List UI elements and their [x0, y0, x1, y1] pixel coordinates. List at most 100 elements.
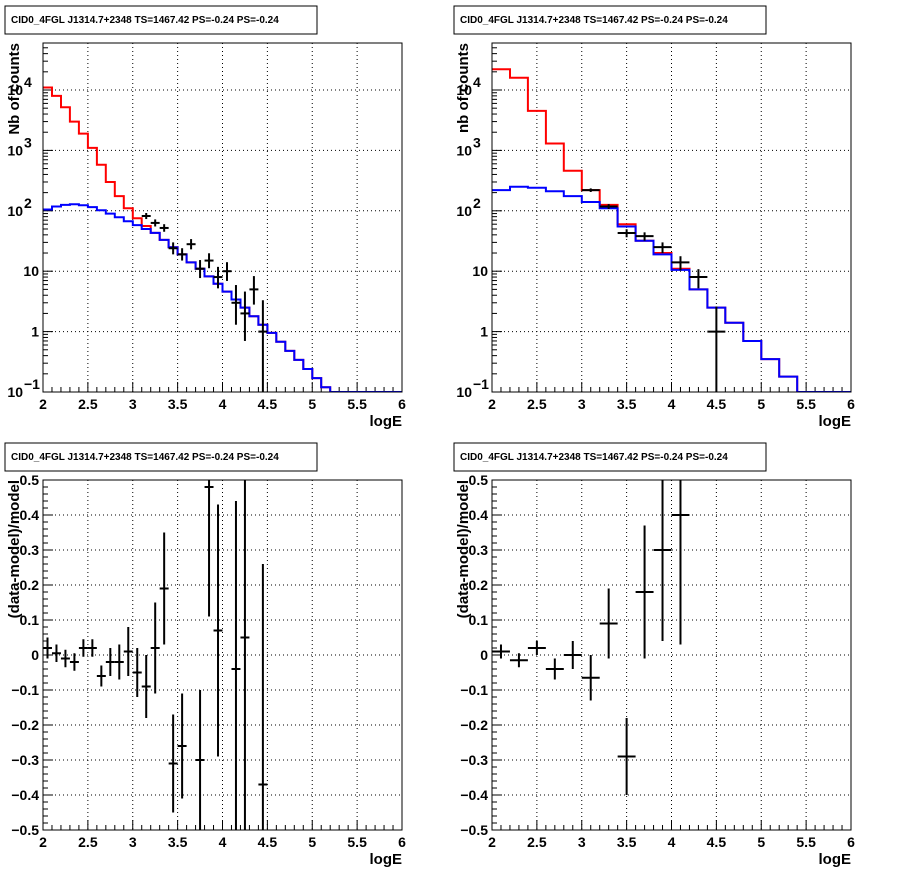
y-tick-label: 0.4 — [469, 507, 489, 523]
x-tick-label: 4 — [668, 834, 676, 850]
data-layer — [492, 480, 690, 795]
chart-title: CID0_4FGL J1314.7+2348 TS=1467.42 PS=-0.… — [460, 452, 728, 463]
y-tick-label: −0.5 — [460, 822, 488, 838]
data-layer — [43, 86, 402, 392]
data-point — [492, 644, 510, 659]
x-tick-label: 5 — [308, 396, 316, 412]
data-point — [123, 627, 133, 676]
x-tick-label: 6 — [398, 834, 406, 850]
y-tick-label: 0.1 — [469, 612, 489, 628]
y-tick-label: 10 — [23, 263, 39, 279]
x-tick-label: 2 — [39, 396, 47, 412]
data-point — [231, 285, 241, 325]
x-axis-label: logE — [819, 413, 852, 430]
y-tick-label: 10 — [7, 384, 23, 400]
data-point — [240, 480, 250, 830]
data-point — [195, 260, 205, 279]
x-tick-label: 2 — [488, 396, 496, 412]
data-layer — [492, 68, 851, 392]
y-tick-label: 10 — [7, 142, 23, 158]
x-axis-label: logE — [819, 851, 852, 868]
data-point — [60, 649, 70, 668]
data-point — [168, 714, 178, 813]
y-tick-label: 0.4 — [20, 507, 40, 523]
data-point — [96, 665, 106, 687]
x-tick-label: 5 — [757, 396, 765, 412]
x-tick-label: 3.5 — [617, 396, 637, 412]
data-point — [114, 644, 124, 680]
chart-title: CID0_4FGL J1314.7+2348 TS=1467.42 PS=-0.… — [460, 15, 728, 26]
data-point — [545, 658, 564, 680]
data-point — [141, 212, 151, 220]
x-tick-label: 5.5 — [796, 396, 816, 412]
data-point — [204, 480, 214, 617]
x-tick-label: 4 — [219, 834, 227, 850]
y-tick-label: −0.2 — [11, 717, 39, 733]
data-point — [159, 224, 169, 232]
x-tick-label: 6 — [398, 396, 406, 412]
data-point — [186, 239, 196, 250]
x-axis-label: logE — [370, 851, 403, 868]
x-tick-label: 5.5 — [796, 834, 816, 850]
x-tick-label: 5.5 — [347, 834, 367, 850]
y-tick-label: 1 — [480, 324, 488, 340]
data-point — [87, 639, 97, 657]
data-point — [653, 242, 672, 254]
y-tick-label: −0.1 — [11, 682, 39, 698]
data-point — [689, 269, 708, 289]
data-point — [617, 229, 636, 238]
data-point — [258, 300, 268, 392]
y-tick-exponent: 3 — [473, 134, 481, 150]
data-point — [177, 248, 187, 261]
y-tick-label: −0.3 — [460, 752, 488, 768]
plot-frame — [42, 42, 403, 393]
y-tick-label: −0.1 — [460, 682, 488, 698]
data-point — [150, 602, 160, 694]
x-tick-label: 2 — [39, 834, 47, 850]
y-axis-label: Nb of counts — [6, 43, 23, 135]
histogram-series-component — [43, 203, 402, 392]
data-point — [141, 655, 151, 718]
x-tick-label: 5.5 — [347, 396, 367, 412]
x-tick-label: 3 — [129, 834, 137, 850]
title-box — [453, 442, 767, 472]
chart-panel-4: 2 2.5 3 3.5 4 4.5 5 5.5 6 −0.5 −0.4 −0.3 −0.2 −0.1 0 0.… — [453, 442, 855, 868]
data-point — [599, 588, 618, 659]
x-tick-label: 3 — [578, 834, 586, 850]
title-box — [4, 442, 318, 472]
y-tick-exponent: 2 — [24, 195, 32, 211]
x-tick-label: 2.5 — [78, 834, 98, 850]
plot-frame — [42, 479, 403, 831]
x-tick-label: 4.5 — [707, 396, 727, 412]
data-point — [78, 639, 88, 657]
y-tick-label: 10 — [456, 82, 472, 98]
y-tick-label: 0.2 — [20, 577, 40, 593]
plot-area — [43, 480, 402, 830]
plot-area — [43, 43, 402, 392]
data-point — [617, 718, 636, 795]
x-tick-label: 5 — [757, 834, 765, 850]
y-tick-exponent: −1 — [24, 376, 40, 392]
x-tick-label: 4.5 — [258, 834, 278, 850]
data-point — [204, 253, 214, 269]
data-point — [240, 291, 250, 341]
x-tick-label: 4 — [668, 396, 676, 412]
title-box — [453, 5, 767, 35]
histogram-series-component — [492, 185, 851, 392]
y-tick-label: 0 — [31, 647, 39, 663]
data-point — [168, 242, 178, 255]
y-tick-label: 10 — [7, 203, 23, 219]
data-point — [213, 504, 223, 757]
data-point — [43, 637, 52, 659]
x-tick-label: 3.5 — [168, 834, 188, 850]
data-point — [509, 653, 528, 668]
x-tick-label: 2.5 — [527, 396, 547, 412]
chart-panel-3: 2 2.5 3 3.5 4 4.5 5 5.5 6 −0.5 −0.4 −0.3 −0.2 −0.1 0 0.… — [4, 442, 406, 868]
data-point — [563, 641, 582, 669]
y-tick-label: 10 — [456, 203, 472, 219]
y-tick-label: 0 — [480, 647, 488, 663]
y-tick-exponent: −1 — [473, 376, 489, 392]
data-layer — [43, 480, 268, 830]
y-tick-label: 0.2 — [469, 577, 489, 593]
